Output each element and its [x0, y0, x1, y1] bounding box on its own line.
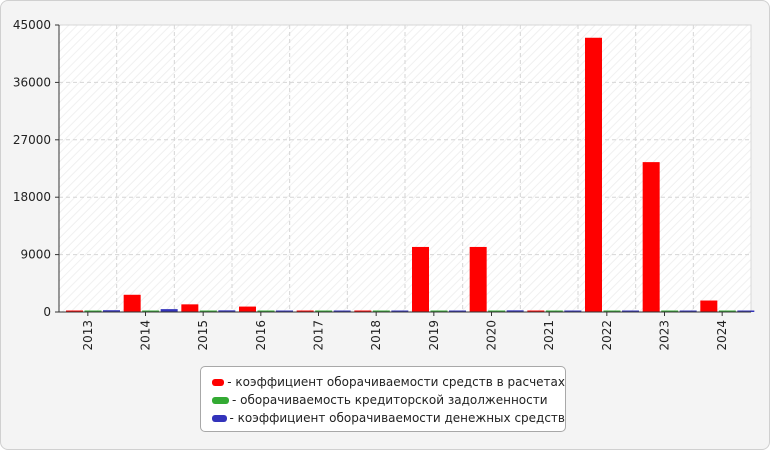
- bar: [564, 310, 582, 312]
- bar: [661, 310, 679, 312]
- legend-item: - коэффициент оборачиваемости денежных с…: [212, 409, 565, 427]
- bar: [142, 310, 160, 312]
- x-tick-label: 2013: [81, 320, 95, 351]
- x-tick-label: 2016: [254, 320, 268, 351]
- bar: [700, 300, 718, 312]
- bar: [488, 310, 506, 312]
- bar: [199, 310, 217, 312]
- x-tick-label: 2021: [542, 320, 556, 351]
- x-tick-label: 2022: [600, 320, 614, 351]
- bar: [622, 310, 639, 312]
- bar: [679, 310, 697, 312]
- grid: [59, 24, 751, 312]
- legend-label: - коэффициент оборачиваемости денежных с…: [229, 411, 566, 425]
- bar: [412, 246, 429, 312]
- y-tick-label: 27000: [13, 133, 51, 147]
- bar: [66, 310, 83, 312]
- legend: - коэффициент оборачиваемости средств в …: [200, 366, 566, 432]
- legend-swatch-red: [212, 378, 225, 386]
- bar: [372, 310, 390, 312]
- bar: [160, 309, 178, 312]
- y-tick-labels: 0 9000 18000 27000 36000 45000: [13, 18, 51, 319]
- legend-swatch-green: [212, 396, 229, 404]
- bar: [603, 310, 621, 312]
- x-tick-label: 2018: [369, 320, 383, 351]
- bar: [296, 310, 314, 312]
- bar: [527, 310, 545, 312]
- bar: [642, 162, 660, 312]
- x-tick-label: 2024: [715, 320, 729, 351]
- bar: [218, 310, 236, 312]
- bar: [718, 310, 736, 312]
- x-tick-label: 2023: [658, 320, 672, 351]
- bar: [257, 310, 275, 312]
- x-tick-label: 2019: [427, 320, 441, 351]
- bar: [545, 310, 563, 312]
- x-tick-label: 2017: [312, 320, 326, 351]
- bar: [469, 246, 487, 312]
- bar: [84, 310, 102, 312]
- legend-swatch-blue: [212, 414, 227, 422]
- bar: [737, 310, 755, 312]
- y-tick-label: 45000: [13, 18, 51, 32]
- bar: [391, 310, 409, 312]
- x-tick-labels: 2013 2014 2015 2016 2017 2018 2019 2020 2021 2022…: [81, 320, 729, 351]
- bar: [449, 310, 466, 312]
- bar: [123, 294, 141, 312]
- bar: [585, 37, 602, 312]
- bar: [276, 310, 293, 312]
- y-tick-label: 36000: [13, 75, 51, 89]
- bar: [506, 310, 524, 312]
- x-tick-label: 2015: [196, 320, 210, 351]
- x-tick-label: 2014: [139, 320, 153, 351]
- legend-item: - коэффициент оборачиваемости средств в …: [212, 373, 565, 391]
- y-tick-label: 0: [43, 305, 51, 319]
- bars: [66, 37, 755, 312]
- axes: [55, 24, 751, 316]
- bar: [103, 310, 120, 312]
- legend-item: - оборачиваемость кредиторской задолженн…: [212, 391, 565, 409]
- y-tick-label: 9000: [20, 248, 51, 262]
- legend-label: - оборачиваемость кредиторской задолженн…: [232, 393, 548, 407]
- bar: [430, 310, 448, 312]
- bar: [333, 310, 351, 312]
- y-tick-label: 18000: [13, 190, 51, 204]
- bar: [181, 304, 199, 312]
- bar: [354, 310, 372, 312]
- bar: [315, 310, 333, 312]
- x-tick-label: 2020: [485, 320, 499, 351]
- bar: [239, 306, 256, 312]
- legend-label: - коэффициент оборачиваемости средств в …: [227, 375, 565, 389]
